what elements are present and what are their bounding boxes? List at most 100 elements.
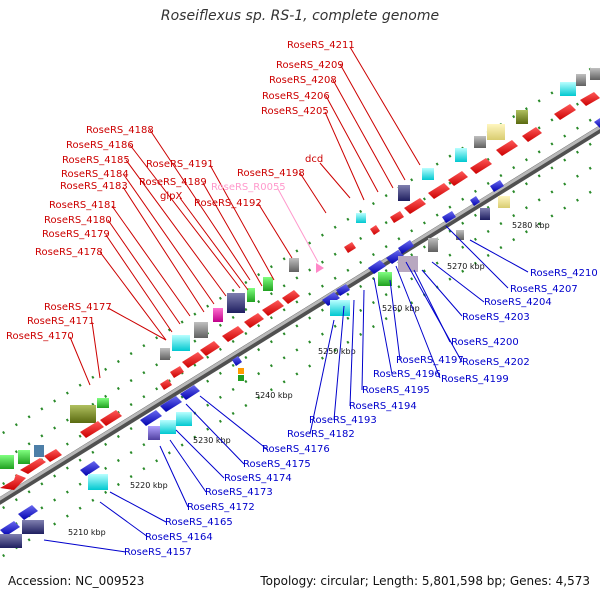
forward-gene-arrow[interactable] (344, 242, 356, 253)
gene-block[interactable] (160, 348, 170, 360)
gene-block[interactable] (18, 450, 30, 464)
forward-gene-outer-track[interactable] (0, 68, 600, 469)
gene-label[interactable]: RoseRS_4204 (484, 297, 552, 308)
reverse-gene-arrow[interactable] (0, 521, 20, 536)
gene-block[interactable] (560, 82, 576, 96)
gene-block[interactable] (0, 455, 14, 469)
gene-label[interactable]: RoseRS_4170 (6, 331, 74, 342)
gene-label[interactable]: RoseRS_4179 (42, 229, 110, 240)
reverse-strand-genes[interactable] (0, 118, 600, 548)
reverse-gene-arrow[interactable] (80, 461, 100, 476)
gene-label[interactable]: RoseRS_4157 (124, 547, 192, 558)
gene-block[interactable] (70, 405, 96, 423)
gene-block[interactable] (22, 520, 44, 534)
gene-block[interactable] (194, 322, 208, 338)
gene-block[interactable] (330, 300, 350, 316)
forward-gene-arrow[interactable] (182, 352, 204, 368)
gene-label[interactable]: RoseRS_4194 (349, 401, 417, 412)
forward-gene-arrow[interactable] (222, 326, 244, 342)
reverse-gene-arrow[interactable] (594, 118, 600, 128)
gene-block[interactable] (480, 208, 490, 220)
gene-block[interactable] (378, 272, 392, 286)
gene-label[interactable]: RoseRS_4175 (243, 459, 311, 470)
forward-gene-arrow[interactable] (282, 290, 300, 304)
gene-block[interactable] (148, 426, 160, 440)
gene-block[interactable] (576, 74, 586, 86)
reverse-gene-arrow[interactable] (336, 284, 350, 296)
gene-label[interactable]: RoseRS_4189 (139, 177, 207, 188)
gene-label[interactable]: RoseRS_4210 (530, 268, 598, 279)
forward-gene-arrow[interactable] (554, 104, 576, 120)
reverse-gene-arrows[interactable] (0, 118, 600, 536)
gene-block[interactable] (238, 368, 244, 374)
forward-gene-arrow[interactable] (390, 211, 404, 223)
reverse-gene-labels[interactable]: RoseRS_4210 RoseRS_4207 RoseRS_4204 Rose… (43, 225, 598, 558)
forward-gene-arrow[interactable] (170, 366, 184, 378)
gene-label[interactable]: RoseRS_4185 (62, 155, 130, 166)
forward-gene-arrow[interactable] (522, 127, 542, 142)
gene-label[interactable]: RoseRS_4180 (44, 215, 112, 226)
gene-label[interactable]: dcd (305, 154, 323, 165)
reverse-gene-arrow[interactable] (398, 240, 414, 254)
gene-label[interactable]: RoseRS_4208 (269, 75, 337, 86)
gene-block[interactable] (456, 230, 464, 240)
forward-gene-arrow[interactable] (370, 225, 380, 235)
gene-block[interactable] (176, 412, 192, 426)
forward-gene-arrow[interactable] (0, 474, 26, 490)
forward-gene-arrow[interactable] (470, 158, 492, 174)
gene-label[interactable]: RoseRS_4207 (510, 284, 578, 295)
gene-block[interactable] (516, 110, 528, 124)
reverse-gene-arrow[interactable] (160, 396, 182, 412)
gene-label[interactable]: RoseRS_4197 (396, 355, 464, 366)
gene-block[interactable] (487, 124, 505, 140)
reverse-gene-arrow[interactable] (368, 260, 386, 274)
gene-label[interactable]: RoseRS_4165 (165, 517, 233, 528)
forward-gene-arrow[interactable] (496, 140, 518, 156)
gene-block[interactable] (356, 213, 366, 223)
gene-label[interactable]: RoseRS_4193 (309, 415, 377, 426)
gene-label[interactable]: RoseRS_4172 (187, 502, 255, 513)
gene-label[interactable]: RoseRS_4164 (145, 532, 213, 543)
gene-label[interactable]: RoseRS_4176 (262, 444, 330, 455)
gene-label[interactable]: RoseRS_4200 (451, 337, 519, 348)
forward-gene-arrow[interactable] (80, 421, 104, 438)
forward-gene-arrow[interactable] (200, 341, 220, 356)
gene-block[interactable] (590, 68, 600, 80)
forward-gene-arrow[interactable] (244, 313, 264, 328)
forward-gene-arrow[interactable] (404, 198, 426, 214)
forward-gene-arrow[interactable] (448, 171, 468, 186)
gene-label[interactable]: RoseRS_4195 (362, 385, 430, 396)
gene-block[interactable] (97, 398, 109, 408)
reverse-gene-arrow[interactable] (470, 196, 480, 206)
gene-block[interactable] (227, 293, 245, 313)
gene-block[interactable] (34, 445, 44, 457)
gene-block[interactable] (289, 258, 299, 272)
gene-label[interactable]: RoseRS_4178 (35, 247, 103, 258)
reverse-gene-arrow[interactable] (386, 250, 404, 264)
gene-block[interactable] (398, 256, 418, 272)
gene-label[interactable]: RoseRS_4188 (86, 125, 154, 136)
forward-gene-arrow[interactable] (580, 92, 600, 106)
gene-label[interactable]: RoseRS_4202 (462, 357, 530, 368)
gene-label[interactable]: RoseRS_4183 (60, 181, 128, 192)
gene-block[interactable] (455, 148, 467, 162)
gene-block[interactable] (428, 238, 438, 252)
reverse-gene-arrow[interactable] (18, 505, 38, 520)
gene-label[interactable]: RoseRS_4173 (205, 487, 273, 498)
gene-label[interactable]: RoseRS_4177 (44, 302, 112, 313)
reverse-gene-arrow[interactable] (490, 180, 504, 192)
gene-block[interactable] (0, 534, 22, 548)
gene-block[interactable] (422, 168, 434, 180)
forward-gene-arrow[interactable] (428, 183, 450, 199)
gene-label[interactable]: RoseRS_4206 (262, 91, 330, 102)
gene-block[interactable] (498, 196, 510, 208)
forward-gene-arrow[interactable] (44, 449, 62, 462)
gene-label[interactable]: glpX (160, 191, 182, 202)
gene-label[interactable]: RoseRS_4192 (194, 198, 262, 209)
gene-block[interactable] (474, 136, 486, 148)
forward-gene-arrows[interactable] (0, 92, 600, 490)
gene-block[interactable] (213, 308, 223, 322)
reverse-gene-arrow[interactable] (232, 356, 242, 366)
forward-gene-arrow[interactable] (100, 410, 122, 426)
reverse-gene-arrow[interactable] (140, 410, 162, 426)
